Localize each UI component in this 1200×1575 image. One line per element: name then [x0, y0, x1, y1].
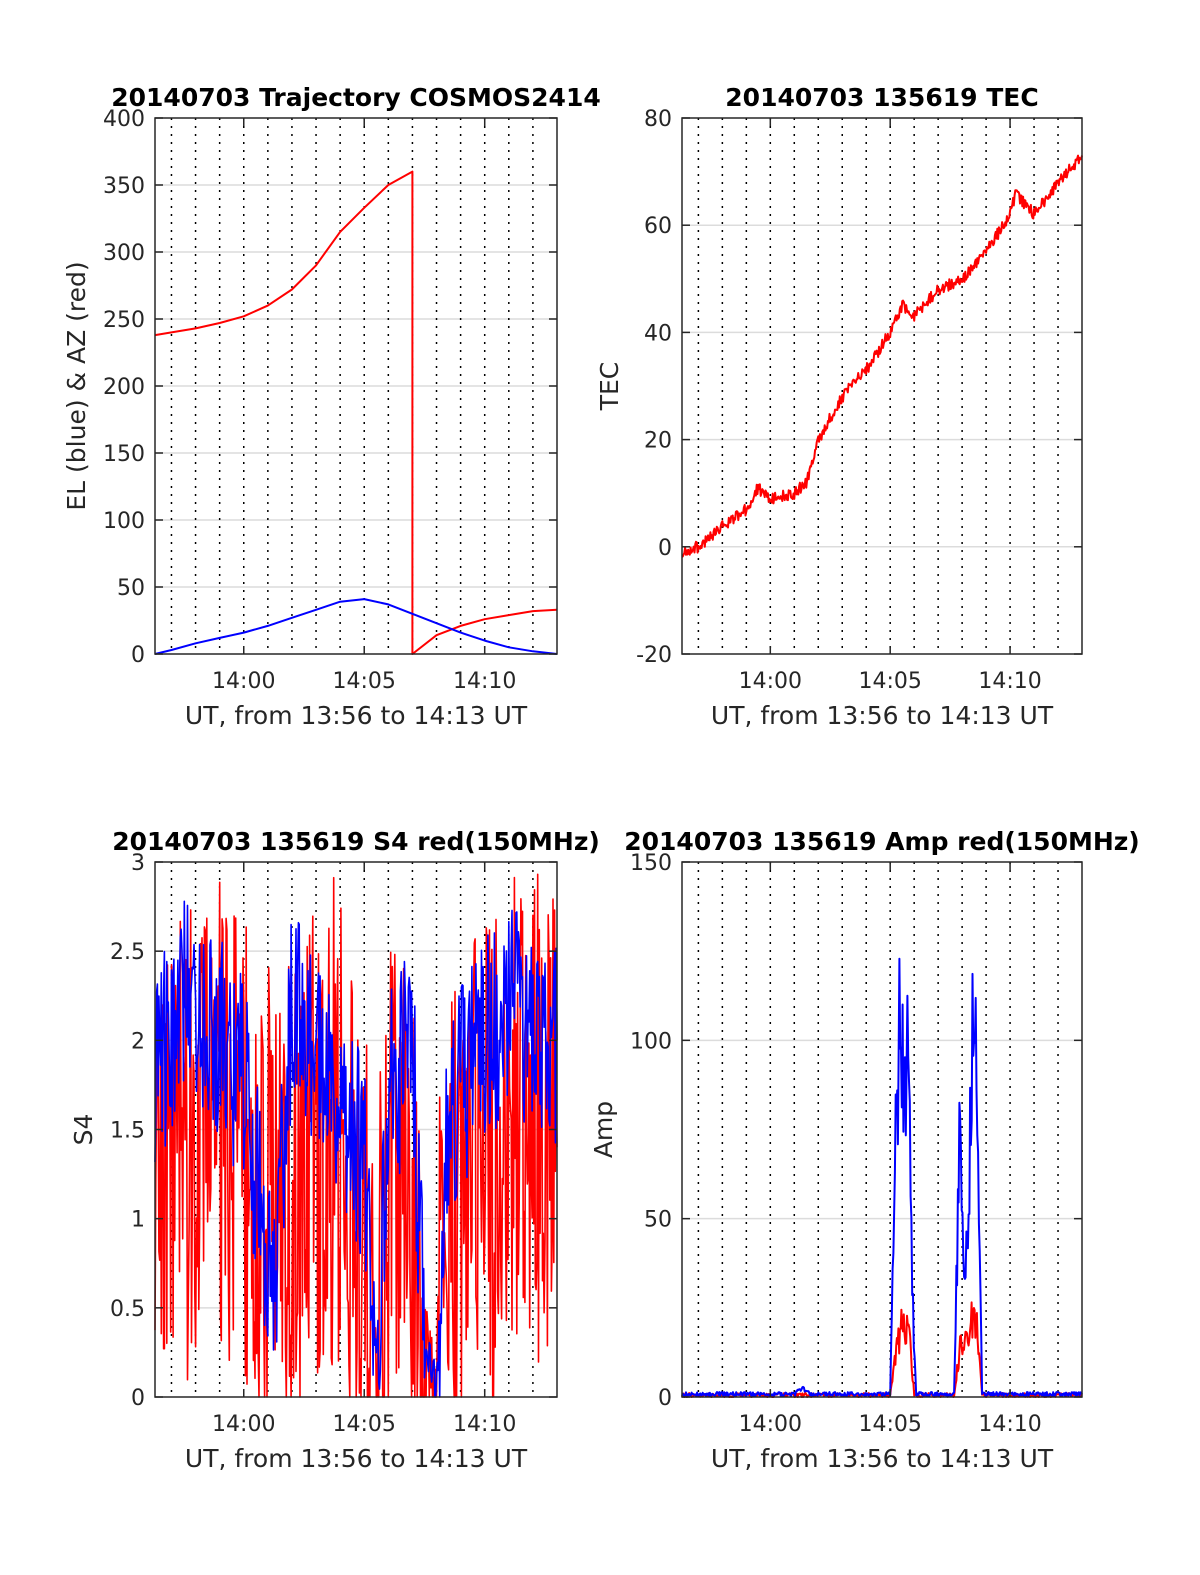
- x-axis-label: UT, from 13:56 to 14:13 UT: [711, 1444, 1054, 1473]
- series-blue-line: [681, 957, 1083, 1398]
- chart-amp: 0 50 100 150 14:00 14:05 14:10 20140703 135619 …: [589, 827, 1140, 1473]
- y-tick-label: 50: [117, 576, 145, 601]
- x-axis-label: UT, from 13:56 to 14:13 UT: [185, 1444, 528, 1473]
- x-tick-label: 14:10: [453, 669, 516, 694]
- x-tick-label: 14:05: [858, 1412, 921, 1437]
- series-red-line: [154, 170, 558, 655]
- chart-s4: 0 0.5 1 1.5 2 2.5 3 14:00 14:05 14:10 20140703 135…: [69, 827, 600, 1473]
- y-tick-label: 1.5: [110, 1119, 145, 1144]
- y-tick-label: 3: [131, 851, 145, 876]
- y-tick-label: 250: [103, 308, 145, 333]
- x-tick-label: 14:05: [858, 669, 921, 694]
- y-tick-label: 0: [658, 1386, 672, 1411]
- y-tick-label: 0: [131, 1386, 145, 1411]
- chart-title: 20140703 135619 Amp red(150MHz): [624, 827, 1140, 856]
- y-tick-label: 150: [103, 442, 145, 467]
- series-red-line: [154, 873, 558, 1398]
- y-tick-label: 0: [131, 643, 145, 668]
- x-tick-label: 14:00: [739, 1412, 802, 1437]
- y-tick-label: 20: [644, 429, 672, 454]
- series-red-line: [681, 1301, 1083, 1398]
- y-tick-label: 100: [103, 509, 145, 534]
- chart-title: 20140703 Trajectory COSMOS2414: [111, 83, 601, 112]
- y-tick-label: 350: [103, 174, 145, 199]
- chart-title: 20140703 135619 TEC: [725, 83, 1038, 112]
- x-tick-label: 14:00: [212, 1412, 275, 1437]
- axes-box: [681, 117, 1083, 655]
- y-axis-label: Amp: [589, 1101, 618, 1158]
- y-axis-label: TEC: [595, 362, 624, 412]
- y-tick-label: 0: [658, 536, 672, 561]
- series-red-line: [681, 154, 1083, 558]
- y-tick-label: 2: [131, 1029, 145, 1054]
- axes-box: [681, 861, 1083, 1398]
- chart-title: 20140703 135619 S4 red(150MHz): [112, 827, 600, 856]
- y-tick-label: 40: [644, 321, 672, 346]
- y-tick-label: 2.5: [110, 940, 145, 965]
- x-tick-label: 14:05: [333, 1412, 396, 1437]
- x-tick-label: 14:00: [739, 669, 802, 694]
- x-tick-label: 14:00: [212, 669, 275, 694]
- series-blue-line: [154, 598, 558, 655]
- x-axis-label: UT, from 13:56 to 14:13 UT: [185, 701, 528, 730]
- x-axis-label: UT, from 13:56 to 14:13 UT: [711, 701, 1054, 730]
- y-tick-label: 0.5: [110, 1297, 145, 1322]
- y-tick-label: 400: [103, 107, 145, 132]
- x-tick-label: 14:05: [333, 669, 396, 694]
- y-axis-label: S4: [69, 1114, 98, 1146]
- y-axis-label: EL (blue) & AZ (red): [62, 261, 91, 510]
- series-blue-line: [154, 900, 558, 1398]
- y-tick-label: 1: [131, 1208, 145, 1233]
- x-tick-label: 14:10: [978, 1412, 1041, 1437]
- chart-tec: -20 0 20 40 60 80 14:00 14:05 14:10 20140703 1356…: [595, 83, 1083, 730]
- y-tick-label: 80: [644, 107, 672, 132]
- y-tick-label: 100: [630, 1029, 672, 1054]
- y-tick-label: 300: [103, 241, 145, 266]
- y-tick-label: 150: [630, 851, 672, 876]
- x-tick-label: 14:10: [453, 1412, 516, 1437]
- y-tick-label: 200: [103, 375, 145, 400]
- x-tick-label: 14:10: [978, 669, 1041, 694]
- y-tick-label: 50: [644, 1208, 672, 1233]
- y-tick-label: -20: [636, 643, 672, 668]
- chart-trajectory: 0 50 100 150 200 250 300 350 400 14:00 14:05 14:10 2…: [62, 83, 601, 730]
- y-tick-label: 60: [644, 214, 672, 239]
